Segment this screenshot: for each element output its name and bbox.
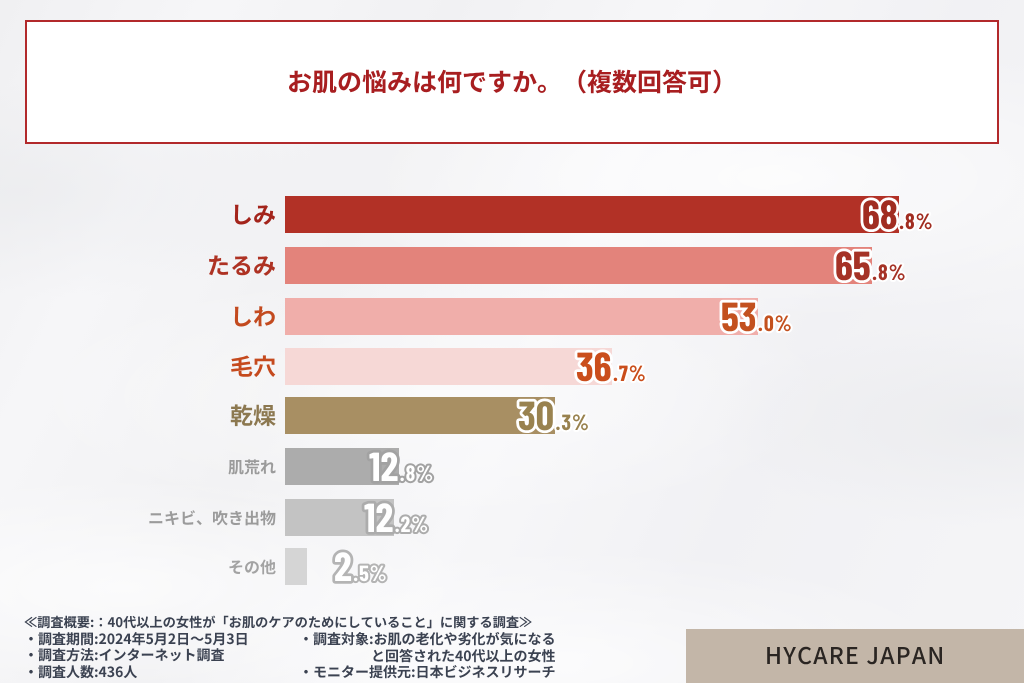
survey-note-heading [24,615,532,629]
bar[interactable] [285,247,872,284]
category-label [228,458,276,474]
chart-title [289,69,721,94]
survey-note-left [29,648,225,662]
brand-logo [766,646,942,665]
value-label [366,449,435,484]
value-label [361,500,429,535]
category-label [209,255,276,276]
category-label [149,509,276,525]
survey-note-left [29,632,247,646]
survey-note-right [304,664,555,678]
bar[interactable] [285,298,758,335]
title-box: お肌の悩みは何ですか。（複数回答可） [25,20,999,144]
category-label [234,204,276,225]
category-label [231,355,276,378]
survey-note-right [373,648,556,662]
brand-banner: HYCARE JAPAN [686,629,1024,683]
value-label [574,349,647,385]
category-label [229,559,276,574]
bar[interactable] [285,348,613,385]
value-label [516,398,591,434]
bar[interactable] [285,196,899,233]
bar[interactable] [285,548,308,585]
chart-title-text: お肌の悩みは何ですか。（複数回答可） [27,22,28,23]
bar[interactable] [285,397,556,434]
value-label [833,248,907,284]
survey-note-left [29,664,138,678]
category-label [234,306,275,327]
value-label [719,299,794,335]
survey-note-right [304,631,554,646]
value-label [860,197,934,233]
value-label [332,549,388,584]
category-label [230,404,276,427]
